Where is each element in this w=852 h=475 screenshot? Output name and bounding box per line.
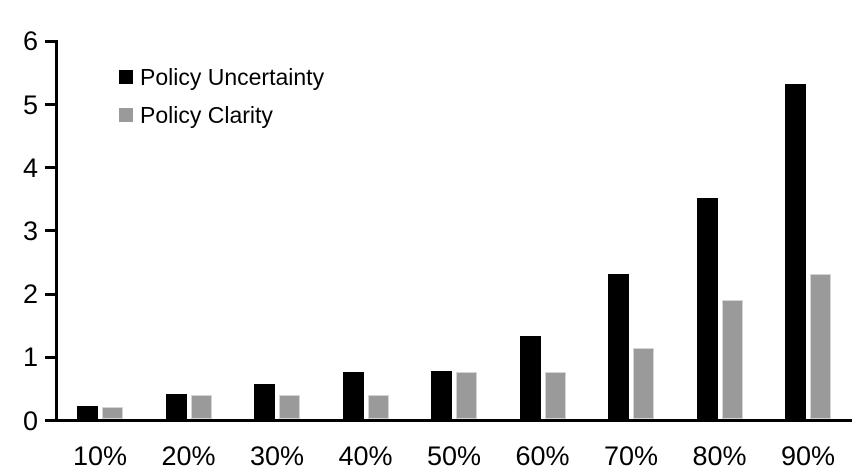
bar-policy-clarity-80% — [721, 299, 743, 419]
bar-policy-clarity-50% — [456, 372, 477, 419]
legend-label: Policy Uncertainty — [140, 63, 325, 90]
bar-policy-clarity-30% — [279, 394, 300, 419]
bar-policy-uncertainty-30% — [254, 383, 275, 419]
y-tick-mark — [45, 166, 57, 170]
bar-policy-clarity-90% — [810, 273, 831, 419]
bar-policy-uncertainty-10% — [77, 406, 98, 419]
bar-policy-clarity-40% — [367, 394, 389, 419]
bar-policy-uncertainty-80% — [696, 197, 718, 419]
x-tick-label: 50% — [426, 441, 482, 471]
legend-swatch-icon — [119, 70, 133, 84]
legend-item-policy-clarity: Policy Clarity — [119, 102, 324, 128]
x-tick-label: 10% — [72, 441, 128, 471]
x-axis-line — [55, 419, 852, 422]
bar-policy-clarity-60% — [544, 372, 566, 419]
y-tick-label: 0 — [22, 405, 38, 436]
y-tick-label: 4 — [22, 152, 38, 183]
y-tick-mark — [45, 39, 57, 43]
y-tick-mark — [45, 355, 57, 359]
legend-item-policy-uncertainty: Policy Uncertainty — [119, 64, 324, 90]
bar-policy-uncertainty-40% — [342, 372, 364, 419]
bar-policy-clarity-20% — [190, 394, 212, 419]
x-tick-label: 40% — [338, 441, 393, 471]
bar-policy-uncertainty-70% — [608, 273, 629, 419]
legend-label: Policy Clarity — [140, 101, 273, 128]
y-tick-mark — [45, 419, 57, 422]
y-tick-mark — [45, 229, 57, 233]
x-tick-label: 20% — [161, 441, 216, 471]
chart-legend: Policy Uncertainty Policy Clarity — [119, 64, 324, 140]
y-tick-mark — [45, 103, 57, 107]
bar-policy-uncertainty-60% — [519, 336, 541, 419]
legend-swatch-icon — [119, 108, 133, 122]
x-tick-label: 60% — [515, 441, 570, 471]
x-tick-label: 80% — [692, 441, 747, 471]
y-tick-mark — [45, 292, 57, 296]
bar-policy-clarity-70% — [633, 347, 654, 419]
bar-policy-uncertainty-90% — [785, 84, 806, 419]
x-tick-label: 30% — [249, 441, 305, 471]
bar-policy-clarity-10% — [102, 406, 123, 419]
y-tick-label: 6 — [22, 26, 38, 57]
x-tick-label: 70% — [603, 441, 659, 471]
x-tick-label: 90% — [780, 441, 836, 471]
y-tick-label: 2 — [22, 279, 38, 310]
y-tick-label: 3 — [22, 215, 38, 246]
y-tick-label: 1 — [22, 342, 38, 373]
y-tick-label: 5 — [22, 89, 38, 120]
bar-policy-uncertainty-50% — [431, 370, 452, 419]
bar-policy-uncertainty-20% — [165, 393, 187, 419]
